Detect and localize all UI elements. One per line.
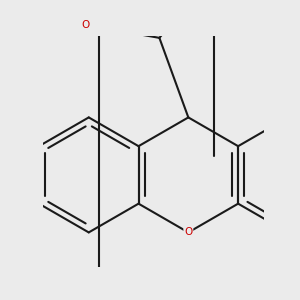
- Text: O: O: [82, 20, 90, 30]
- Text: O: O: [184, 227, 193, 237]
